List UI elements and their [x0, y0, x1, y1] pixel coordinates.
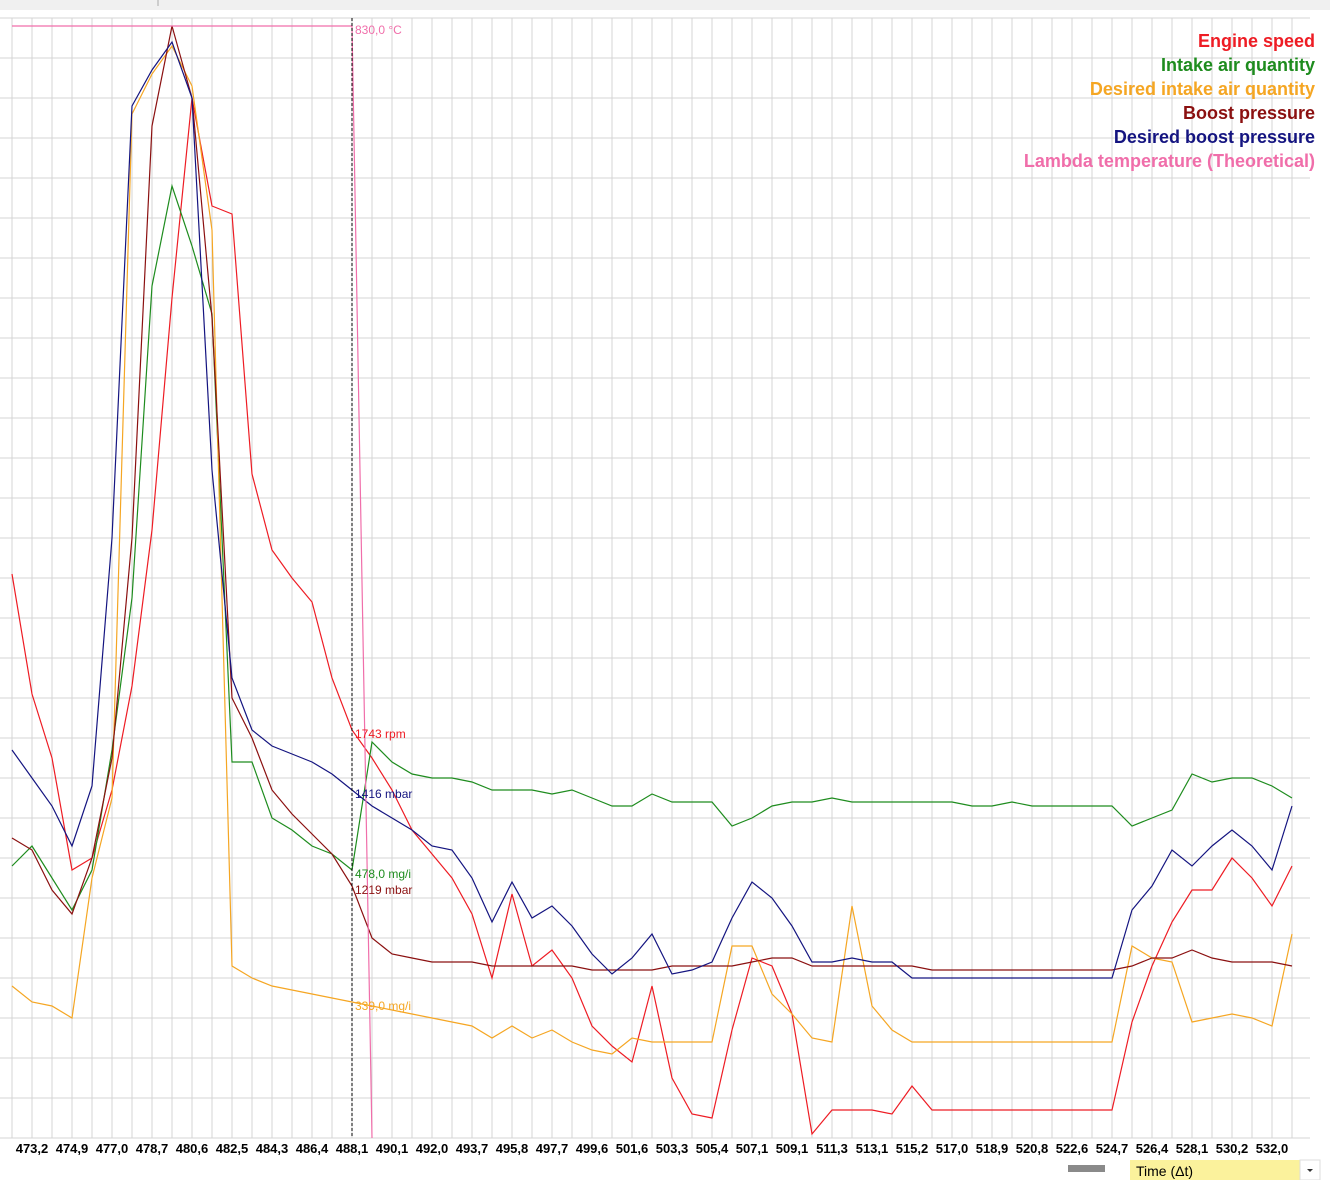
x-tick-label: 490,1 — [376, 1141, 409, 1156]
legend-entry: Desired intake air quantity — [1090, 79, 1315, 99]
series-line — [11, 40, 1293, 979]
x-tick-label: 530,2 — [1216, 1141, 1249, 1156]
top-strip — [0, 0, 1330, 10]
series-line — [11, 25, 1293, 971]
legend-entry: Lambda temperature (Theoretical) — [1024, 151, 1315, 171]
x-tick-label: 480,6 — [176, 1141, 209, 1156]
x-tick-label: 522,6 — [1056, 1141, 1089, 1156]
x-axis-label: Time (Δt) — [1136, 1163, 1193, 1179]
x-tick-label: 507,1 — [736, 1141, 769, 1156]
cursor-value-label: 1743 rpm — [355, 727, 406, 741]
x-tick-label: 478,7 — [136, 1141, 169, 1156]
x-tick-label: 473,2 — [16, 1141, 49, 1156]
x-tick-label: 482,5 — [216, 1141, 249, 1156]
x-tick-label: 509,1 — [776, 1141, 809, 1156]
cursor-value-label: 1219 mbar — [355, 883, 412, 897]
x-tick-label: 497,7 — [536, 1141, 569, 1156]
x-tick-label: 484,3 — [256, 1141, 289, 1156]
x-tick-label: 520,8 — [1016, 1141, 1049, 1156]
x-tick-label: 524,7 — [1096, 1141, 1129, 1156]
x-tick-label: 486,4 — [296, 1141, 329, 1156]
legend-entry: Desired boost pressure — [1114, 127, 1315, 147]
scroll-thumb[interactable] — [1068, 1165, 1105, 1172]
cursor-value-label: 1416 mbar — [355, 787, 412, 801]
x-tick-label: 517,0 — [936, 1141, 969, 1156]
x-tick-label: 503,3 — [656, 1141, 689, 1156]
x-tick-label: 492,0 — [416, 1141, 449, 1156]
x-tick-label: 528,1 — [1176, 1141, 1209, 1156]
x-tick-label: 501,6 — [616, 1141, 649, 1156]
legend-entry: Intake air quantity — [1161, 55, 1315, 75]
x-tick-label: 526,4 — [1136, 1141, 1169, 1156]
x-tick-label: 505,4 — [696, 1141, 729, 1156]
x-tick-label: 477,0 — [96, 1141, 129, 1156]
grid — [0, 17, 1310, 1139]
cursor-value-label: 478,0 mg/i — [355, 867, 411, 881]
series-line — [11, 97, 1293, 1136]
x-tick-label: 488,1 — [336, 1141, 369, 1156]
cursor-value-label: 830,0 °C — [355, 23, 402, 37]
x-tick-label: 511,3 — [816, 1141, 848, 1156]
legend-entry: Engine speed — [1198, 31, 1315, 51]
x-tick-label: 495,8 — [496, 1141, 529, 1156]
dropdown-arrow — [1307, 1169, 1313, 1172]
x-tick-label: 532,0 — [1256, 1141, 1289, 1156]
series-line — [11, 44, 1293, 1055]
x-tick-label: 515,2 — [896, 1141, 929, 1156]
series-line — [12, 25, 373, 1139]
x-tick-label: 474,9 — [56, 1141, 89, 1156]
plot: 1743 rpm 478,0 mg/i 339,0 mg/i 1219 mbar 141… — [11, 18, 1293, 1139]
x-tick-label: 499,6 — [576, 1141, 609, 1156]
x-tick-label: 493,7 — [456, 1141, 489, 1156]
x-tick-label: 513,1 — [856, 1141, 889, 1156]
legend-entry: Boost pressure — [1183, 103, 1315, 123]
x-axis-select[interactable] — [1130, 1160, 1320, 1180]
x-tick-label: 518,9 — [976, 1141, 1009, 1156]
cursor-value-label: 339,0 mg/i — [355, 999, 411, 1013]
